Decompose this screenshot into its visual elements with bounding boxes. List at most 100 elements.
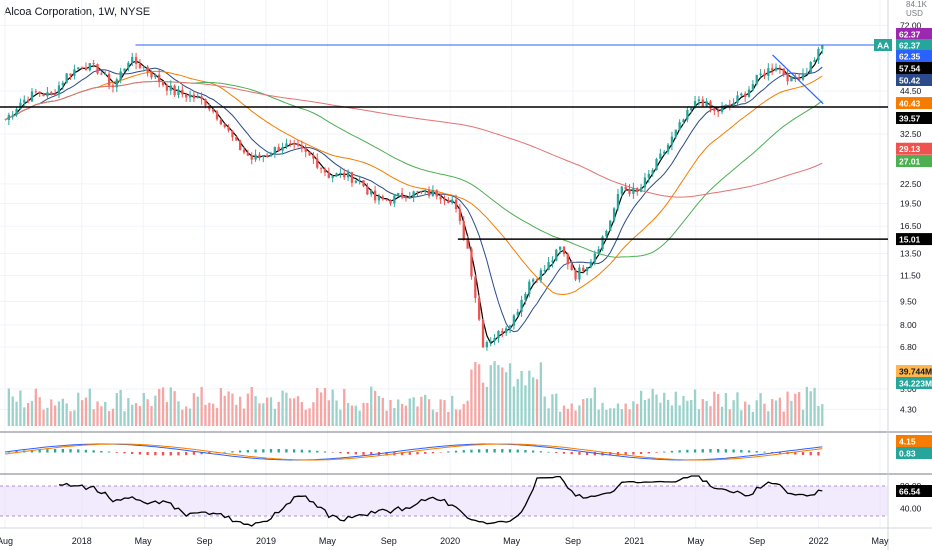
macd-bar — [69, 449, 72, 453]
candle-body — [551, 260, 554, 263]
badge-vol-text: 34.223M — [899, 379, 932, 389]
candle-body — [759, 73, 762, 75]
volume-bar — [308, 408, 311, 426]
volume-bar — [370, 386, 373, 426]
candle-body — [362, 180, 365, 187]
candle-body — [258, 154, 261, 158]
candle-body — [701, 99, 704, 107]
macd-bar — [508, 449, 512, 453]
candle-body — [709, 101, 712, 109]
volume-bar — [651, 388, 654, 426]
volume-bar — [778, 397, 782, 426]
candle-body — [397, 192, 400, 196]
volume-bar — [343, 388, 346, 426]
volume-bar — [127, 398, 130, 426]
candle-body — [84, 67, 88, 71]
candle-body — [158, 74, 161, 83]
volume-bar — [327, 400, 330, 426]
volume-bar — [196, 396, 199, 426]
volume-bar — [616, 403, 620, 426]
volume-bar — [462, 404, 465, 426]
macd-bar — [169, 452, 172, 456]
macd-bar — [524, 450, 527, 453]
volume-bar — [528, 370, 531, 426]
volume-bar — [736, 392, 739, 426]
macd-bar — [755, 451, 758, 453]
candle-body — [427, 189, 431, 196]
volume-bar — [115, 393, 118, 426]
volume-bar — [570, 403, 573, 426]
volume-bar — [809, 391, 812, 426]
time-label: May — [135, 536, 153, 546]
volume-bar — [277, 401, 280, 426]
volume-bar — [674, 391, 677, 426]
volume-bar — [505, 372, 508, 426]
volume-bar — [346, 403, 350, 426]
time-label: Sep — [565, 536, 581, 546]
candle-body — [470, 248, 473, 277]
candle-body — [400, 192, 404, 198]
candle-body — [373, 190, 377, 201]
price-tick: 22.50 — [900, 179, 922, 189]
candle-body — [528, 281, 531, 295]
candle-body — [690, 108, 693, 111]
volume-bar — [520, 370, 523, 426]
rsi-pane — [0, 475, 888, 527]
volume-bar — [763, 403, 766, 426]
candle-body — [104, 73, 107, 75]
macd-bar — [747, 450, 751, 453]
candle-body — [431, 190, 435, 196]
volume-bar — [555, 393, 558, 426]
candle-body — [447, 200, 450, 203]
volume-bar — [300, 402, 303, 426]
candle-body — [493, 337, 496, 341]
candle-body — [239, 140, 242, 150]
volume-bar — [111, 408, 115, 426]
volume-bar — [373, 390, 377, 426]
badge-top-text: 62.37 — [899, 30, 921, 40]
candle-body — [462, 221, 465, 240]
candle-body — [381, 196, 384, 200]
volume-bar — [104, 401, 107, 426]
volume-bar — [690, 400, 693, 426]
volume-bar — [755, 400, 758, 426]
candle-body — [636, 187, 639, 192]
macd-bar — [107, 451, 111, 453]
ma-orange-line — [4, 70, 823, 296]
volume-bar — [636, 403, 639, 426]
badge-macd-1-text: 4.15 — [899, 437, 916, 447]
rsi-tick: 40.00 — [900, 504, 922, 514]
volume-bar — [50, 399, 53, 426]
candle-body — [304, 148, 307, 152]
volume-bar — [389, 399, 392, 426]
candle-body — [717, 111, 720, 113]
volume-bar — [138, 405, 142, 426]
volume-bar — [805, 386, 809, 426]
candle-body — [570, 264, 573, 271]
volume-bar — [609, 408, 612, 426]
volume-bar — [169, 387, 172, 426]
candle-body — [262, 155, 265, 158]
time-label: Sep — [197, 536, 213, 546]
volume-bar — [454, 409, 458, 426]
volume-bar — [150, 406, 153, 426]
volume-bar — [204, 404, 207, 426]
volume-bar — [80, 400, 84, 426]
candle-body — [416, 191, 419, 193]
candle-body — [250, 155, 253, 160]
candle-body — [92, 63, 95, 65]
candle-body — [223, 124, 226, 127]
candle-body — [481, 319, 485, 348]
volume-bar — [192, 393, 196, 426]
candle-body — [69, 73, 72, 76]
candle-body — [508, 325, 512, 329]
volume-bar — [655, 394, 658, 426]
candle-body — [744, 93, 747, 97]
macd-bar — [154, 452, 157, 456]
candle-body — [736, 95, 739, 103]
volume-bar — [693, 389, 697, 426]
candle-body — [350, 172, 354, 183]
volume-bar — [23, 407, 26, 426]
volume-bar — [339, 409, 342, 426]
